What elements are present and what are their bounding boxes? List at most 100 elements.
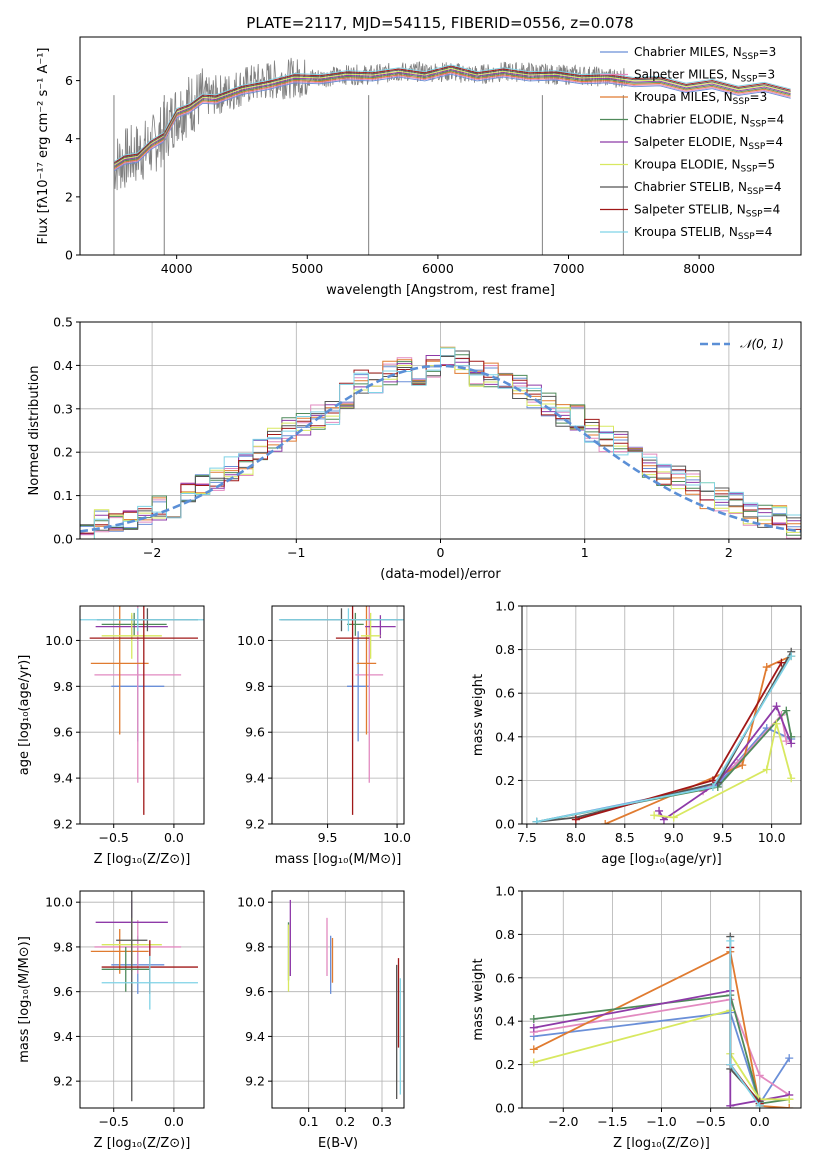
plot-area — [278, 606, 404, 815]
histogram-step-salpeter-miles — [80, 357, 801, 539]
y-tick-label: 10.0 — [45, 633, 73, 648]
model-line-kroupa-elodie — [113, 67, 791, 166]
model-line-chabrier-miles — [113, 73, 791, 172]
x-tick-label: 10.0 — [758, 830, 786, 845]
axes-frame — [79, 605, 205, 825]
panel-mass-vs-Z: −0.5 0.0 9.2 9.4 9.6 9.8 10.0 Z [log₁₀(Z/Z⊙)] ma… — [17, 890, 205, 1151]
weight-point-marker — [782, 737, 791, 746]
legend-label: Chabrier ELODIE, NSSP=4 — [634, 113, 784, 130]
y-tick-label: 0.3 — [53, 401, 73, 416]
x-tick-label: −0.5 — [99, 830, 129, 845]
weight-point-marker — [785, 1054, 794, 1063]
y-tick-label: 9.4 — [245, 771, 265, 786]
weight-point-marker — [726, 1060, 735, 1069]
weight-point-marker — [777, 658, 786, 667]
x-tick-label: 0.1 — [299, 1114, 319, 1129]
legend-label-sub: SSP — [741, 165, 758, 175]
y-tick-label: 0 — [65, 248, 73, 263]
data-spectrum-line — [113, 57, 628, 191]
y-tick-label: 0.5 — [53, 315, 73, 330]
x-tick-label: −2.0 — [548, 1114, 578, 1129]
legend-label-name: Kroupa STELIB, N — [634, 225, 738, 239]
model-line-chabrier-stelib — [113, 66, 791, 165]
errorbar-kroupa-miles — [90, 606, 149, 735]
y-tick-label: 0.0 — [495, 1101, 515, 1116]
y-tick-label: 0.1 — [53, 488, 73, 503]
errorbar-kroupa-elodie — [360, 612, 381, 659]
legend-label-sub: SSP — [746, 210, 763, 220]
y-tick-label: 10.0 — [237, 895, 265, 910]
weight-point-marker — [755, 1101, 764, 1108]
weight-point-marker — [782, 706, 791, 715]
y-tick-label: 4 — [65, 131, 73, 146]
errorbar-kroupa-stelib — [101, 955, 198, 1010]
x-axis-label: Z [log₁₀(Z/Z⊙)] — [613, 1136, 710, 1151]
legend-label: Salpeter STELIB, NSSP=4 — [634, 203, 780, 220]
x-axis-label: Z [log₁₀(Z/Z⊙)] — [94, 1136, 191, 1151]
errorbar-kroupa-miles — [90, 929, 149, 974]
legend-label: Salpeter ELODIE, NSSP=4 — [634, 135, 783, 152]
x-tick-label: 2 — [725, 545, 733, 560]
y-tick-label: 9.8 — [53, 939, 73, 954]
x-tick-label: 0.0 — [164, 1114, 184, 1129]
weight-point-marker — [708, 782, 717, 791]
y-axis-label: mass weight — [471, 674, 486, 756]
plot-area — [113, 57, 791, 255]
y-tick-label: 0.2 — [495, 1057, 515, 1072]
errorbar-salpeter-miles — [94, 920, 182, 974]
model-line-salpeter-elodie — [113, 69, 791, 167]
weight-point-marker — [755, 1071, 764, 1080]
y-tick-label: 9.6 — [53, 984, 73, 999]
errorbar-kroupa-elodie — [101, 612, 162, 659]
y-tick-label: 0.8 — [495, 927, 515, 942]
y-tick-label: 6 — [65, 73, 73, 88]
weight-point-marker — [726, 1101, 735, 1108]
axes-frame — [521, 605, 802, 825]
x-tick-label: 8.0 — [566, 830, 586, 845]
legend-label-suffix: =3 — [757, 68, 775, 82]
weight-point-marker — [529, 1045, 538, 1054]
x-tick-label: −0.5 — [695, 1114, 725, 1129]
axes-frame — [79, 890, 205, 1109]
x-tick-label: 6000 — [422, 261, 454, 276]
plot-area — [529, 932, 794, 1108]
weight-point-marker — [785, 1104, 794, 1108]
legend-label: 𝒩(0, 1) — [740, 337, 784, 351]
y-tick-label: 9.8 — [245, 939, 265, 954]
model-line-kroupa-miles — [113, 71, 791, 170]
weight-point-marker — [532, 817, 541, 824]
weight-line-kroupa-miles — [533, 950, 790, 1108]
x-tick-label: −1.0 — [646, 1114, 676, 1129]
y-axis-label: mass weight — [471, 958, 486, 1040]
y-tick-label: 0.6 — [495, 970, 515, 985]
weight-point-marker — [787, 739, 796, 748]
x-tick-label: −1.5 — [597, 1114, 627, 1129]
y-tick-label: 2 — [65, 189, 73, 204]
legend-label-sub: SSP — [742, 52, 759, 62]
y-tick-label: 0.2 — [53, 445, 73, 460]
legend-label-suffix: =4 — [764, 180, 782, 194]
y-tick-label: 9.4 — [53, 771, 73, 786]
weight-point-marker — [571, 815, 580, 824]
weight-point-marker — [787, 652, 796, 661]
y-tick-label: 0.0 — [495, 817, 515, 832]
errorbar-chabrier-elodie — [101, 946, 150, 992]
histogram-step-kroupa-stelib — [80, 347, 801, 539]
panel-massweight-vs-age: 7.5 8.0 8.5 9.0 9.5 10.0 0.0 0.2 0.4 0.6 0.8 1.0 age… — [471, 599, 802, 867]
panel-age-vs-mass: 9.5 10.0 9.2 9.4 9.6 9.8 10.0 mass [log₁₀(M/M⊙)… — [237, 605, 411, 867]
weight-point-marker — [772, 702, 781, 711]
x-tick-label: 0.0 — [164, 830, 184, 845]
weight-point-marker — [529, 1023, 538, 1032]
y-tick-label: 9.2 — [53, 817, 73, 832]
x-tick-label: −0.5 — [99, 1114, 129, 1129]
y-tick-label: 1.0 — [495, 884, 515, 899]
weight-line-chabrier-elodie — [536, 708, 793, 823]
plot-area — [80, 346, 801, 539]
weight-line-chabrier-elodie — [533, 994, 790, 1105]
x-tick-label: 4000 — [161, 261, 193, 276]
errorbar-chabrier-miles — [347, 631, 370, 742]
errorbar-chabrier-stelib — [116, 891, 148, 1102]
x-tick-label: 7.5 — [517, 830, 537, 845]
